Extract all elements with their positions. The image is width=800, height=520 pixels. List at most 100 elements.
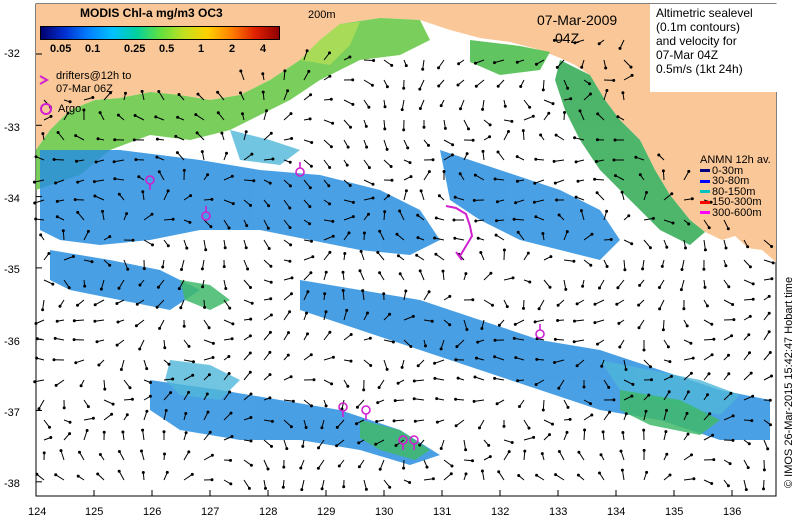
velocity-arrow-head	[385, 367, 389, 371]
velocity-arrow-head	[615, 302, 619, 306]
velocity-arrow	[514, 337, 525, 341]
velocity-arrow	[443, 139, 453, 146]
velocity-arrow	[623, 74, 633, 81]
velocity-arrow	[763, 439, 769, 450]
velocity-arrow-head	[769, 423, 772, 427]
velocity-arrow-head	[497, 323, 501, 327]
velocity-arrow	[343, 334, 352, 341]
velocity-arrow-head	[310, 404, 313, 408]
velocity-arrow-head	[539, 133, 543, 137]
velocity-arrow	[283, 219, 291, 228]
velocity-arrow-head	[391, 340, 395, 344]
velocity-arrow-head	[35, 472, 39, 476]
argo-legend-icon	[40, 103, 52, 115]
velocity-arrow-head	[748, 265, 752, 269]
velocity-arrow	[243, 459, 252, 466]
velocity-arrow-head	[589, 92, 592, 96]
x-tick-label: 135	[665, 506, 684, 518]
velocity-arrow-head	[435, 420, 439, 424]
velocity-arrow	[683, 454, 692, 461]
velocity-arrow	[419, 79, 425, 90]
velocity-arrow	[703, 434, 713, 441]
velocity-arrow-head	[265, 109, 268, 113]
velocity-arrow-head	[746, 466, 750, 470]
velocity-arrow-head	[589, 402, 592, 406]
velocity-arrow-head	[658, 307, 662, 311]
velocity-arrow	[621, 470, 625, 481]
velocity-arrow	[75, 135, 85, 141]
velocity-arrow-head	[328, 51, 331, 55]
velocity-arrow	[419, 99, 425, 109]
velocity-arrow-head	[455, 345, 459, 349]
velocity-arrow-head	[211, 356, 215, 359]
velocity-arrow-head	[190, 472, 194, 476]
velocity-arrow-head	[83, 284, 87, 288]
velocity-arrow	[243, 352, 251, 361]
velocity-arrow-head	[184, 412, 188, 415]
velocity-arrow-head	[299, 466, 303, 470]
velocity-arrow	[683, 391, 689, 401]
velocity-arrow-head	[195, 131, 199, 135]
velocity-arrow-head	[476, 236, 480, 240]
velocity-arrow-head	[541, 232, 545, 235]
velocity-arrow-head	[101, 209, 104, 213]
drifter-label: 07-Mar 06Z	[56, 83, 113, 95]
velocity-arrow	[243, 279, 251, 288]
velocity-arrow-head	[474, 84, 478, 88]
velocity-arrow	[303, 399, 312, 407]
velocity-arrow-head	[125, 212, 129, 216]
velocity-arrow-head	[642, 348, 646, 352]
velocity-arrow-head	[55, 215, 59, 219]
velocity-arrow-head	[62, 406, 66, 410]
velocity-arrow-head	[762, 487, 765, 491]
velocity-arrow	[343, 199, 354, 203]
velocity-arrow-head	[766, 447, 770, 451]
velocity-arrow	[375, 439, 385, 445]
velocity-arrow	[574, 137, 585, 141]
velocity-arrow-head	[97, 363, 101, 367]
velocity-arrow-head	[175, 151, 179, 155]
velocity-arrow	[617, 279, 625, 289]
velocity-arrow-head	[638, 173, 642, 177]
velocity-arrow-head	[576, 179, 580, 183]
velocity-arrow-head	[231, 322, 235, 326]
velocity-arrow-head	[249, 392, 253, 396]
velocity-arrow-head	[398, 209, 402, 213]
velocity-arrow-head	[644, 409, 648, 413]
velocity-arrow-head	[268, 181, 272, 185]
velocity-arrow	[183, 451, 190, 461]
drifter-chevron-icon	[39, 75, 50, 85]
velocity-arrow-head	[598, 471, 601, 475]
velocity-arrow-head	[115, 302, 119, 305]
velocity-arrow-head	[179, 306, 183, 310]
velocity-arrow	[283, 293, 292, 301]
velocity-arrow	[596, 192, 605, 201]
velocity-arrow	[481, 470, 485, 481]
velocity-arrow-head	[549, 255, 553, 259]
velocity-arrow-head	[627, 214, 631, 218]
velocity-arrow-head	[324, 404, 328, 408]
velocity-arrow	[55, 379, 65, 386]
velocity-arrow	[483, 299, 493, 306]
velocity-arrow-head	[686, 432, 690, 436]
velocity-arrow-head	[288, 259, 292, 263]
velocity-arrow	[54, 159, 65, 161]
velocity-arrow-head	[650, 378, 653, 382]
velocity-arrow-head	[311, 255, 315, 259]
velocity-arrow-head	[634, 155, 638, 159]
velocity-arrow-head	[575, 364, 579, 368]
velocity-arrow-head	[576, 473, 580, 477]
velocity-arrow	[383, 359, 388, 370]
velocity-arrow-head	[770, 245, 774, 248]
velocity-arrow	[383, 339, 394, 343]
velocity-arrow	[94, 299, 105, 306]
velocity-arrow-head	[93, 319, 97, 323]
velocity-arrow-head	[552, 159, 556, 163]
velocity-arrow-head	[541, 88, 545, 92]
velocity-arrow-head	[34, 155, 38, 159]
velocity-arrow-head	[605, 209, 609, 213]
velocity-arrow-head	[371, 182, 375, 186]
velocity-arrow-head	[68, 432, 72, 436]
velocity-arrow-head	[328, 166, 332, 169]
velocity-arrow-head	[187, 390, 191, 394]
